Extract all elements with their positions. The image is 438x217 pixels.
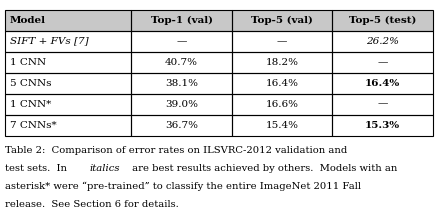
- Bar: [232, 115, 332, 136]
- Bar: [131, 10, 232, 31]
- Text: asterisk* were “pre-trained” to classify the entire ImageNet 2011 Fall: asterisk* were “pre-trained” to classify…: [5, 182, 361, 191]
- Bar: [332, 115, 433, 136]
- Text: Top-5 (val): Top-5 (val): [251, 16, 313, 25]
- Bar: [232, 94, 332, 115]
- Bar: [332, 94, 433, 115]
- Bar: [232, 52, 332, 73]
- Text: 7 CNNs*: 7 CNNs*: [10, 121, 56, 130]
- Bar: [5, 10, 131, 31]
- Text: Top-5 (test): Top-5 (test): [349, 16, 416, 25]
- Bar: [332, 10, 433, 31]
- Bar: [232, 10, 332, 31]
- Bar: [131, 10, 232, 31]
- Text: 15.3%: 15.3%: [365, 121, 400, 130]
- Bar: [131, 115, 232, 136]
- Text: test sets.  In: test sets. In: [5, 164, 71, 173]
- Bar: [5, 94, 131, 115]
- Text: —: —: [377, 100, 388, 109]
- Text: 40.7%: 40.7%: [165, 58, 198, 67]
- Bar: [232, 73, 332, 94]
- Text: 36.7%: 36.7%: [165, 121, 198, 130]
- Bar: [131, 31, 232, 52]
- Text: are best results achieved by others.  Models with an: are best results achieved by others. Mod…: [129, 164, 397, 173]
- Text: SIFT + FVs [7]: SIFT + FVs [7]: [10, 37, 88, 46]
- Text: 18.2%: 18.2%: [265, 58, 299, 67]
- Bar: [232, 31, 332, 52]
- Text: Top-1 (val): Top-1 (val): [151, 16, 212, 25]
- Text: 16.4%: 16.4%: [265, 79, 299, 88]
- Bar: [5, 52, 131, 73]
- Bar: [332, 31, 433, 52]
- Text: 16.6%: 16.6%: [265, 100, 299, 109]
- Text: 26.2%: 26.2%: [366, 37, 399, 46]
- Bar: [232, 10, 332, 31]
- Text: —: —: [377, 58, 388, 67]
- Text: —: —: [277, 37, 287, 46]
- Bar: [131, 52, 232, 73]
- Text: —: —: [177, 37, 187, 46]
- Text: italics: italics: [89, 164, 120, 173]
- Bar: [5, 115, 131, 136]
- Text: Model: Model: [10, 16, 46, 25]
- Bar: [131, 73, 232, 94]
- Text: 5 CNNs: 5 CNNs: [10, 79, 51, 88]
- Text: 1 CNN: 1 CNN: [10, 58, 46, 67]
- Bar: [332, 52, 433, 73]
- Bar: [5, 10, 131, 31]
- Bar: [131, 94, 232, 115]
- Text: 39.0%: 39.0%: [165, 100, 198, 109]
- Text: 1 CNN*: 1 CNN*: [10, 100, 51, 109]
- Bar: [5, 73, 131, 94]
- Text: Table 2:  Comparison of error rates on ILSVRC-2012 validation and: Table 2: Comparison of error rates on IL…: [5, 146, 347, 155]
- Text: 38.1%: 38.1%: [165, 79, 198, 88]
- Text: 15.4%: 15.4%: [265, 121, 299, 130]
- Text: release.  See Section 6 for details.: release. See Section 6 for details.: [5, 200, 179, 209]
- Text: 16.4%: 16.4%: [365, 79, 400, 88]
- Bar: [5, 31, 131, 52]
- Bar: [332, 73, 433, 94]
- Bar: [332, 10, 433, 31]
